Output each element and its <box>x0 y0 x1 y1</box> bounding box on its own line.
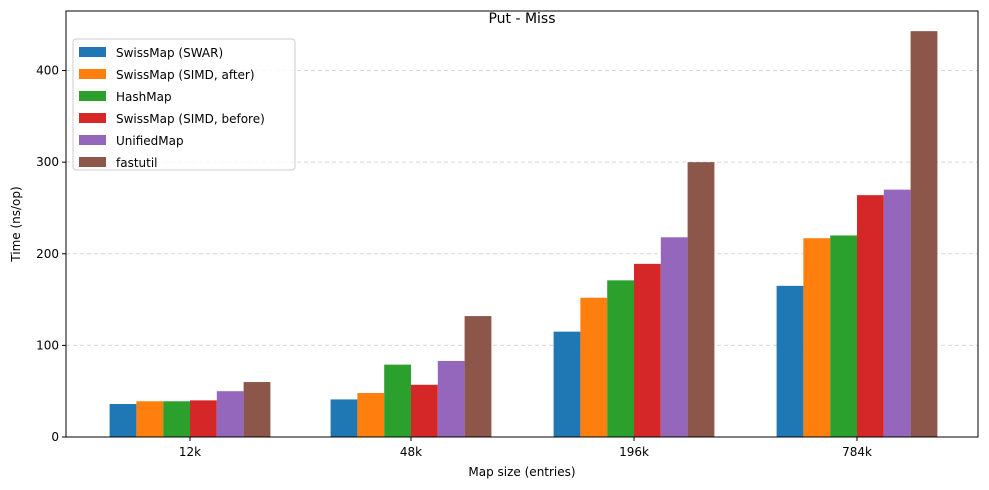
legend-box <box>72 38 296 171</box>
x-tick-label: 784k <box>842 445 872 459</box>
bar <box>384 364 411 437</box>
bar <box>660 237 688 437</box>
y-axis-label: Time (ns/op) <box>9 186 23 262</box>
bar <box>243 382 271 437</box>
bar <box>411 384 438 437</box>
legend-swatch <box>79 135 106 145</box>
bar <box>437 360 465 437</box>
legend-label: HashMap <box>116 90 172 104</box>
bar <box>830 235 857 437</box>
legend: SwissMap (SWAR) SwissMap (SIMD, after) Has… <box>72 38 296 171</box>
x-tick-label: 196k <box>619 445 649 459</box>
bar <box>330 399 358 437</box>
legend-swatch <box>79 47 106 57</box>
bar <box>910 31 938 437</box>
bar <box>776 285 804 437</box>
bar <box>136 401 164 437</box>
bar <box>803 238 831 437</box>
legend-swatch <box>79 69 106 79</box>
x-tick-label: 48k <box>400 445 422 459</box>
y-tick-label: 200 <box>36 247 59 261</box>
bars <box>109 31 938 437</box>
x-axis-label: Map size (entries) <box>468 465 575 479</box>
bar <box>464 316 492 437</box>
y-tick-label: 400 <box>36 64 59 78</box>
chart-title: Put - Miss <box>488 11 555 27</box>
legend-swatch <box>79 157 106 167</box>
y-tick-label: 0 <box>51 430 59 444</box>
bar <box>190 400 217 437</box>
legend-label: fastutil <box>116 156 158 170</box>
y-tick-label: 300 <box>36 155 59 169</box>
bar <box>857 195 884 437</box>
legend-label: SwissMap (SIMD, before) <box>116 112 265 126</box>
legend-label: SwissMap (SIMD, after) <box>116 68 255 82</box>
bar <box>580 297 608 437</box>
legend-label: SwissMap (SWAR) <box>116 46 223 60</box>
legend-swatch <box>79 113 106 123</box>
plot-frame <box>65 10 979 438</box>
bar <box>634 263 661 437</box>
bar <box>553 331 581 437</box>
y-axis-ticks: 0 100 200 300 400 <box>36 64 66 444</box>
legend-swatch <box>79 91 106 101</box>
bar <box>109 404 137 437</box>
bar <box>883 189 911 437</box>
legend-label: UnifiedMap <box>116 134 184 148</box>
bar <box>687 162 715 437</box>
x-tick-label: 12k <box>179 445 201 459</box>
bar <box>357 393 385 437</box>
x-axis-ticks: 12k 48k 196k 784k <box>179 437 872 459</box>
y-tick-label: 100 <box>36 338 59 352</box>
bar <box>163 401 190 437</box>
bar <box>216 391 244 437</box>
bar <box>607 280 634 437</box>
